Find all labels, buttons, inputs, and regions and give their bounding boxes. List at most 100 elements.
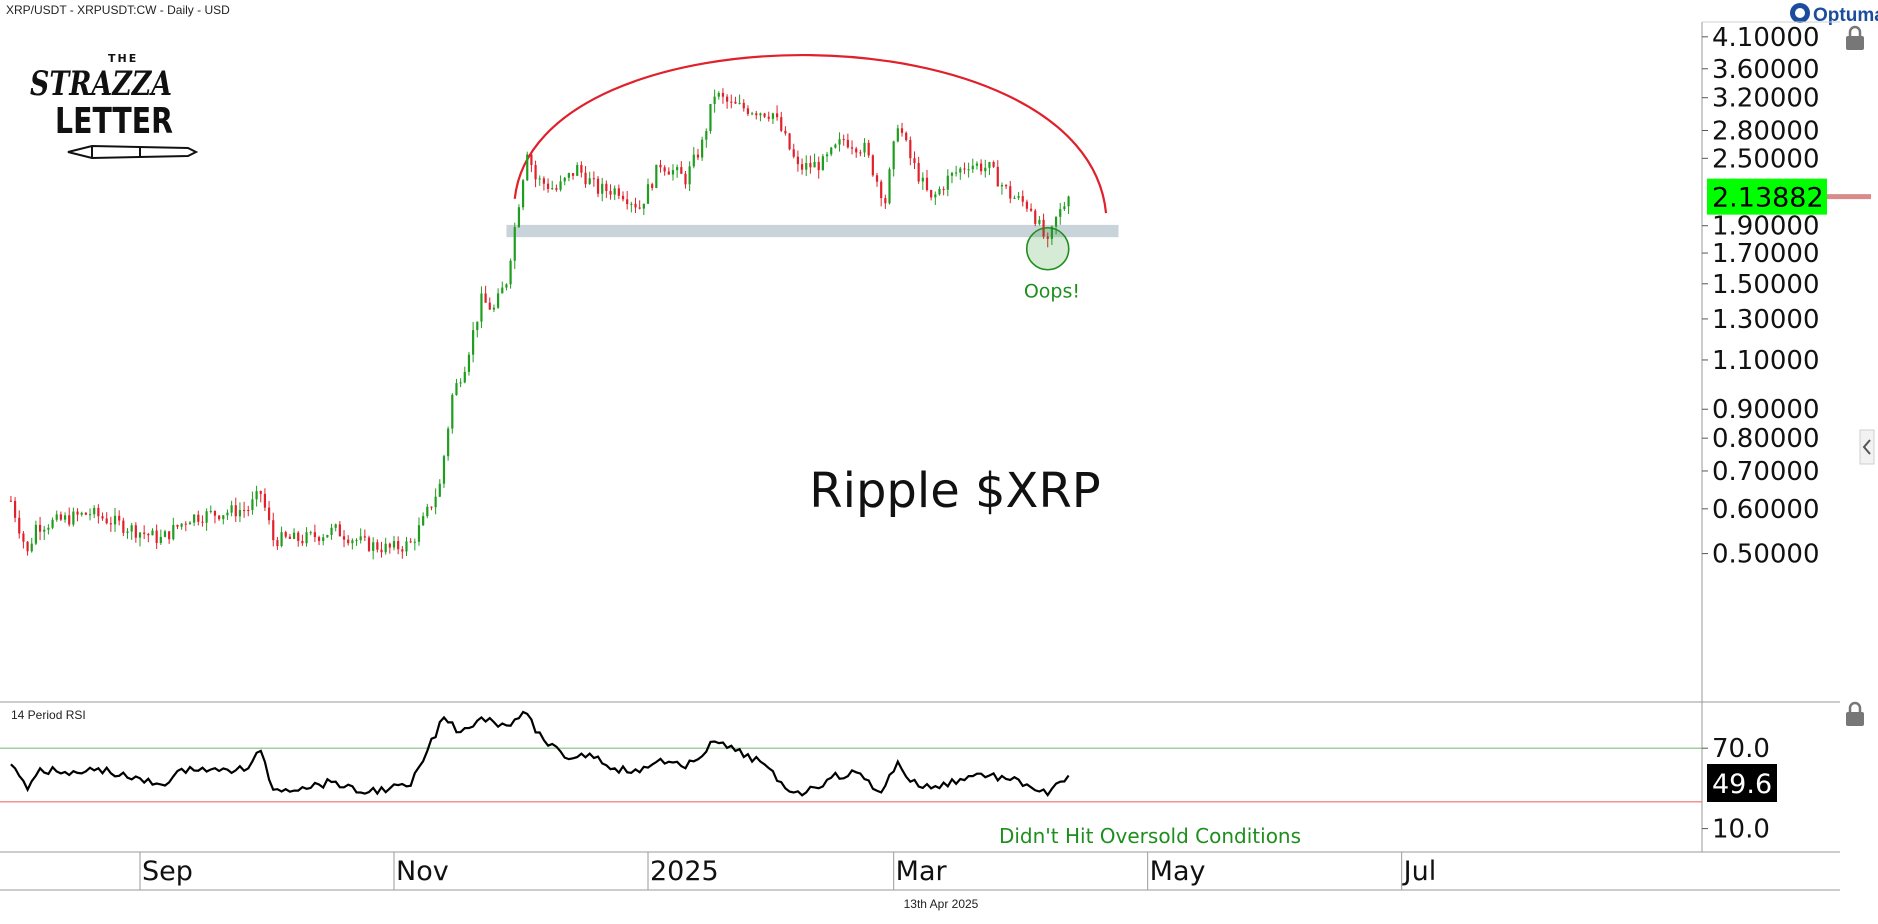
- candle: [447, 426, 450, 461]
- candle: [363, 529, 366, 542]
- candle: [438, 479, 441, 498]
- candle: [197, 510, 200, 526]
- candle: [97, 504, 100, 524]
- candle: [55, 510, 58, 522]
- candle: [867, 139, 870, 158]
- candle: [584, 166, 587, 188]
- candle: [238, 502, 242, 523]
- candle: [655, 164, 658, 189]
- candle: [942, 186, 945, 196]
- candle: [821, 153, 824, 171]
- candle: [705, 128, 708, 148]
- candle: [63, 512, 67, 523]
- candle: [118, 510, 121, 526]
- candle: [842, 134, 845, 146]
- candle: [884, 194, 887, 209]
- candle: [642, 203, 645, 216]
- candle: [859, 149, 862, 157]
- time-tick-label: May: [1150, 856, 1206, 887]
- candle: [176, 524, 179, 530]
- candle: [1067, 195, 1070, 214]
- candle: [22, 531, 25, 549]
- candle: [122, 517, 125, 536]
- lock-icon[interactable]: [1846, 701, 1864, 726]
- candle: [105, 512, 108, 525]
- lock-icon[interactable]: [1846, 25, 1864, 50]
- price-tick-label: 1.50000: [1712, 270, 1820, 300]
- candle: [459, 378, 462, 388]
- candle: [1063, 201, 1066, 212]
- candle: [967, 162, 970, 178]
- candle: [875, 172, 879, 187]
- candle: [713, 89, 716, 113]
- candle: [925, 169, 929, 192]
- candle: [259, 490, 262, 503]
- candle: [43, 525, 46, 540]
- chart-title: Ripple $XRP: [809, 463, 1100, 519]
- candle: [172, 517, 175, 541]
- time-tick-label: Nov: [396, 856, 449, 887]
- candle: [596, 176, 600, 198]
- candle: [805, 155, 808, 176]
- candle: [488, 297, 491, 311]
- candle: [546, 178, 550, 193]
- candle: [218, 515, 221, 521]
- candle: [288, 534, 292, 540]
- collapse-panel-icon[interactable]: [1859, 429, 1875, 465]
- last-price-label: 2.13882: [1712, 183, 1824, 214]
- rsi-tick-label: 10.0: [1712, 815, 1770, 845]
- candle: [1017, 191, 1020, 200]
- candle: [193, 513, 196, 527]
- candle: [930, 189, 933, 201]
- candle: [434, 488, 437, 515]
- candle: [792, 143, 795, 159]
- footer-date: 13th Apr 2025: [904, 897, 979, 911]
- candle: [517, 204, 521, 228]
- candle: [684, 171, 687, 189]
- candle: [93, 505, 96, 519]
- candle: [588, 171, 591, 185]
- candle: [338, 521, 341, 537]
- candle: [430, 506, 433, 511]
- candle: [825, 151, 829, 163]
- candle: [388, 542, 391, 554]
- candle: [759, 112, 762, 122]
- candle: [555, 184, 558, 192]
- candle: [309, 530, 312, 536]
- candle: [451, 393, 454, 434]
- candle: [126, 528, 129, 539]
- candle: [755, 110, 758, 120]
- candle: [359, 528, 362, 544]
- candle: [980, 159, 983, 175]
- candle: [946, 169, 949, 197]
- candle: [542, 176, 546, 191]
- candle: [422, 512, 425, 526]
- candle: [255, 485, 258, 507]
- candle: [163, 529, 167, 538]
- candle: [676, 164, 679, 178]
- candle: [188, 521, 192, 525]
- candle: [372, 537, 375, 560]
- candle: [613, 185, 616, 201]
- candle: [109, 516, 112, 532]
- oops-annotation: Oops!: [1024, 281, 1080, 303]
- price-tick-label: 0.70000: [1712, 457, 1820, 487]
- candle: [168, 531, 171, 544]
- candle: [742, 99, 745, 112]
- price-tick-label: 0.90000: [1712, 395, 1820, 425]
- price-tick-label: 1.10000: [1712, 346, 1820, 376]
- candle: [159, 529, 162, 545]
- candle: [301, 534, 304, 546]
- time-tick-label: Jul: [1402, 856, 1437, 887]
- candle: [1000, 182, 1004, 195]
- candle: [272, 512, 275, 547]
- candle: [405, 536, 408, 557]
- candle: [763, 112, 766, 119]
- candle: [380, 541, 383, 558]
- candle: [267, 500, 271, 525]
- candle: [505, 283, 508, 291]
- candle: [534, 160, 537, 188]
- candle: [900, 122, 904, 137]
- candle: [492, 304, 496, 313]
- candle: [863, 138, 866, 157]
